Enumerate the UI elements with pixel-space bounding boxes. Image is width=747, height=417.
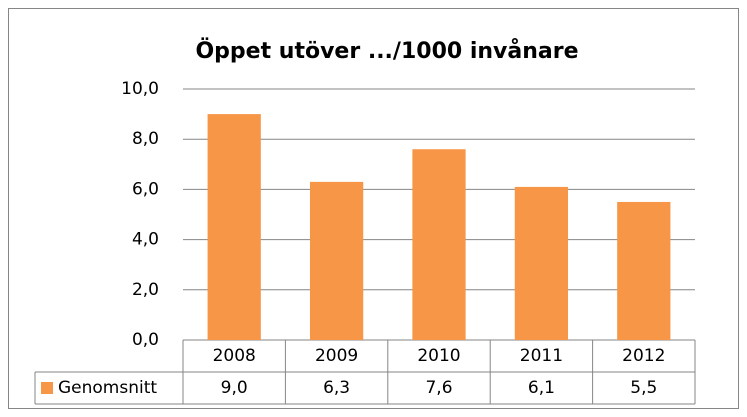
data-table-value: 9,0 bbox=[221, 378, 248, 398]
y-tick-label: 2,0 bbox=[132, 280, 159, 300]
chart-border bbox=[8, 8, 739, 409]
y-tick-label: 6,0 bbox=[132, 179, 159, 199]
y-tick-label: 4,0 bbox=[132, 230, 159, 250]
chart-title: Öppet utöver .../1000 invånare bbox=[195, 38, 578, 64]
data-table-value: 6,1 bbox=[528, 378, 555, 398]
x-tick-label: 2008 bbox=[213, 346, 256, 366]
legend-swatch bbox=[41, 382, 53, 394]
x-tick-label: 2012 bbox=[622, 346, 665, 366]
x-tick-label: 2011 bbox=[520, 346, 563, 366]
data-table-value: 7,6 bbox=[425, 378, 452, 398]
bar bbox=[514, 186, 569, 340]
bar bbox=[617, 201, 671, 340]
data-table-value: 5,5 bbox=[630, 378, 657, 398]
data-table-value: 6,3 bbox=[323, 378, 350, 398]
bar bbox=[309, 181, 364, 340]
y-tick-label: 8,0 bbox=[132, 129, 159, 149]
bar bbox=[412, 149, 466, 340]
x-tick-label: 2010 bbox=[417, 346, 460, 366]
y-tick-label: 10,0 bbox=[121, 79, 159, 99]
x-tick-label: 2009 bbox=[315, 346, 358, 366]
bar bbox=[207, 114, 261, 340]
legend-label: Genomsnitt bbox=[58, 378, 157, 398]
y-tick-label: 0,0 bbox=[132, 330, 159, 350]
